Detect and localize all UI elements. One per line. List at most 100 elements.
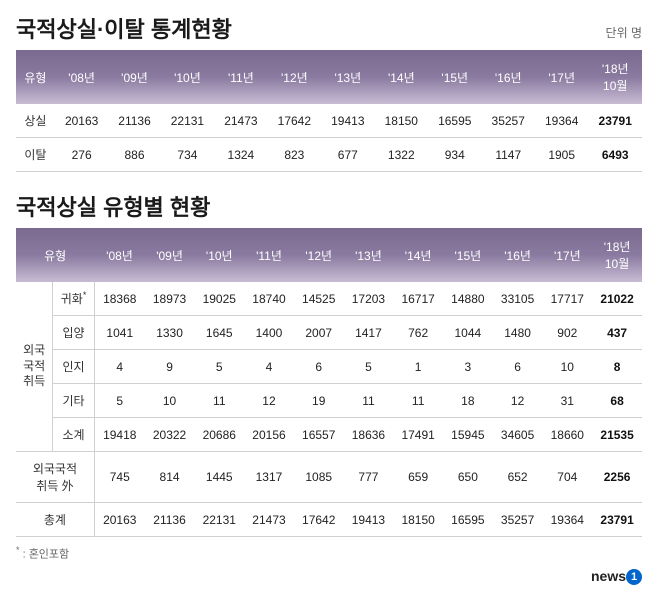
table1-title: 국적상실·이탈 통계현황 xyxy=(16,12,232,44)
cell: 68 xyxy=(592,384,642,418)
cell: 9 xyxy=(145,350,195,384)
table2-col-header: '14년 xyxy=(393,228,443,282)
row-label: 상실 xyxy=(16,104,55,138)
footnote-marker-inline: * xyxy=(83,290,87,300)
table1-header-row: 유형'08년'09년'10년'11년'12년'13년'14년'15년'16년'1… xyxy=(16,50,642,104)
cell: 16557 xyxy=(294,418,344,452)
row-label: 인지 xyxy=(53,350,95,384)
cell: 14880 xyxy=(443,282,493,316)
table1-col-header: '16년 xyxy=(481,50,534,104)
footnote-text: : 혼인포함 xyxy=(23,549,70,561)
cell: 12 xyxy=(244,384,294,418)
cell: 21473 xyxy=(214,104,267,138)
cell: 762 xyxy=(393,316,443,350)
table2-col-header: '16년 xyxy=(493,228,543,282)
table2-col-header: '11년 xyxy=(244,228,294,282)
unit-label: 단위 명 xyxy=(606,24,642,41)
table2-title: 국적상실 유형별 현황 xyxy=(16,190,210,222)
row-label: 외국국적취득 外 xyxy=(16,452,94,503)
table-row: 상실20163211362213121473176421941318150165… xyxy=(16,104,642,138)
row-label: 입양 xyxy=(53,316,95,350)
table2: 유형'08년'09년'10년'11년'12년'13년'14년'15년'16년'1… xyxy=(16,228,642,537)
cell: 3 xyxy=(443,350,493,384)
cell: 886 xyxy=(108,138,160,172)
cell: 1 xyxy=(393,350,443,384)
cell: 677 xyxy=(321,138,374,172)
cell: 19364 xyxy=(542,503,592,537)
table2-col-header: '10년 xyxy=(194,228,244,282)
cell: 6 xyxy=(493,350,543,384)
cell: 20163 xyxy=(94,503,144,537)
footer: news1 xyxy=(16,568,642,585)
logo: news1 xyxy=(591,568,642,585)
cell: 4 xyxy=(94,350,144,384)
cell: 1085 xyxy=(294,452,344,503)
cell: 276 xyxy=(55,138,108,172)
cell: 1317 xyxy=(244,452,294,503)
cell: 652 xyxy=(493,452,543,503)
table-row: 총계20163211362213121473176421941318150165… xyxy=(16,503,642,537)
cell: 19025 xyxy=(194,282,244,316)
cell: 11 xyxy=(194,384,244,418)
cell: 18 xyxy=(443,384,493,418)
cell: 17203 xyxy=(344,282,394,316)
cell: 15945 xyxy=(443,418,493,452)
cell: 35257 xyxy=(493,503,543,537)
cell: 14525 xyxy=(294,282,344,316)
cell: 18660 xyxy=(542,418,592,452)
cell: 19 xyxy=(294,384,344,418)
table1-col-header: '10년 xyxy=(161,50,214,104)
cell: 650 xyxy=(443,452,493,503)
footnote: * : 혼인포함 xyxy=(16,545,642,562)
footnote-marker: * xyxy=(16,545,20,555)
cell: 2256 xyxy=(592,452,642,503)
table-row: 기타510111219111118123168 xyxy=(16,384,642,418)
table2-col-header: '13년 xyxy=(344,228,394,282)
table1-col-header: '08년 xyxy=(55,50,108,104)
table1-col-header: '09년 xyxy=(108,50,160,104)
logo-text: news xyxy=(591,568,626,584)
row-label: 소계 xyxy=(53,418,95,452)
table1-col-header: 유형 xyxy=(16,50,55,104)
cell: 17642 xyxy=(268,104,321,138)
cell: 11 xyxy=(393,384,443,418)
table2-col-header: '09년 xyxy=(145,228,195,282)
cell: 2007 xyxy=(294,316,344,350)
table2-header-row: 유형'08년'09년'10년'11년'12년'13년'14년'15년'16년'1… xyxy=(16,228,642,282)
cell: 4 xyxy=(244,350,294,384)
cell: 1400 xyxy=(244,316,294,350)
cell: 18150 xyxy=(393,503,443,537)
table2-col-header: 유형 xyxy=(16,228,94,282)
table-row: 소계19418203222068620156165571863617491159… xyxy=(16,418,642,452)
cell: 1322 xyxy=(375,138,428,172)
table-row: 외국국적취득 外74581414451317108577765965065270… xyxy=(16,452,642,503)
cell: 1330 xyxy=(145,316,195,350)
table-row: 입양10411330164514002007141776210441480902… xyxy=(16,316,642,350)
cell: 10 xyxy=(145,384,195,418)
cell: 1417 xyxy=(344,316,394,350)
table1-col-header: '18년10월 xyxy=(588,50,642,104)
cell: 22131 xyxy=(161,104,214,138)
cell: 12 xyxy=(493,384,543,418)
cell: 18636 xyxy=(344,418,394,452)
table2-col-header: '17년 xyxy=(542,228,592,282)
cell: 902 xyxy=(542,316,592,350)
table2-title-row: 국적상실 유형별 현황 xyxy=(16,190,642,222)
cell: 19418 xyxy=(94,418,144,452)
cell: 16717 xyxy=(393,282,443,316)
cell: 20163 xyxy=(55,104,108,138)
cell: 18740 xyxy=(244,282,294,316)
table1: 유형'08년'09년'10년'11년'12년'13년'14년'15년'16년'1… xyxy=(16,50,642,172)
cell: 11 xyxy=(344,384,394,418)
cell: 17491 xyxy=(393,418,443,452)
cell: 16595 xyxy=(443,503,493,537)
cell: 5 xyxy=(94,384,144,418)
cell: 1445 xyxy=(194,452,244,503)
cell: 5 xyxy=(344,350,394,384)
cell: 8 xyxy=(592,350,642,384)
cell: 6493 xyxy=(588,138,642,172)
table-row: 이탈27688673413248236771322934114719056493 xyxy=(16,138,642,172)
cell: 18973 xyxy=(145,282,195,316)
cell: 1324 xyxy=(214,138,267,172)
cell: 437 xyxy=(592,316,642,350)
